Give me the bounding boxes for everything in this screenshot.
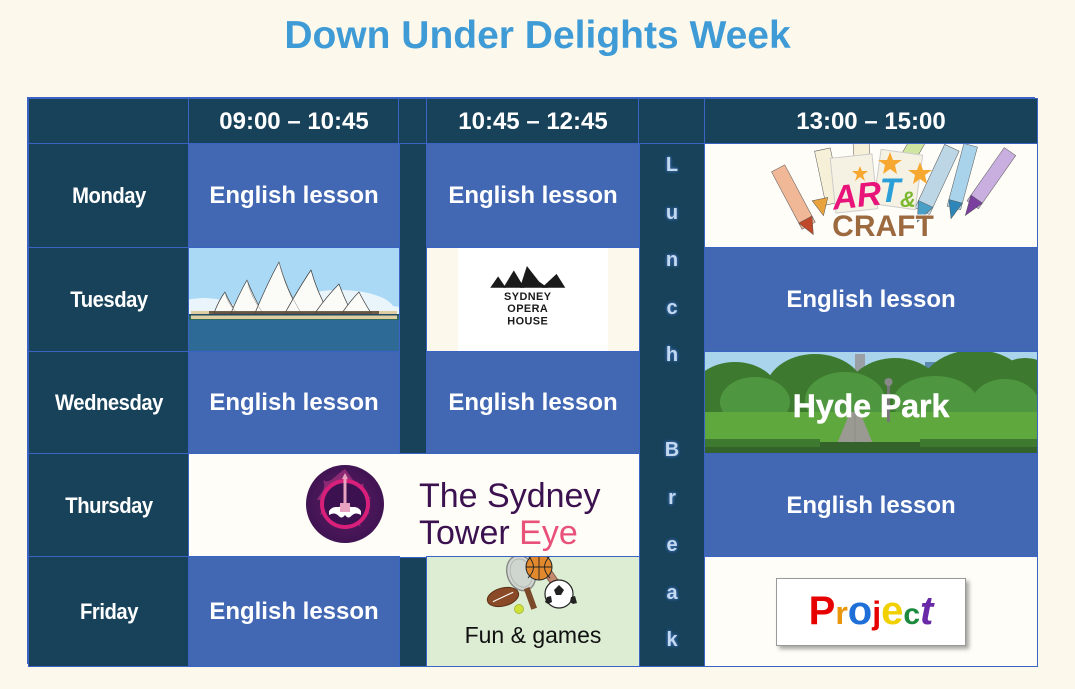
- svg-text:CRAFT: CRAFT: [832, 210, 934, 243]
- svg-text:Hyde Park: Hyde Park: [793, 388, 950, 424]
- svg-text:&: &: [900, 187, 916, 212]
- svg-text:Tower Eye: Tower Eye: [419, 514, 578, 552]
- svg-text:SYDNEY: SYDNEY: [504, 291, 552, 303]
- svg-text:HOUSE: HOUSE: [507, 315, 548, 327]
- svg-text:The Sydney: The Sydney: [419, 477, 600, 515]
- svg-text:OPERA: OPERA: [507, 303, 548, 315]
